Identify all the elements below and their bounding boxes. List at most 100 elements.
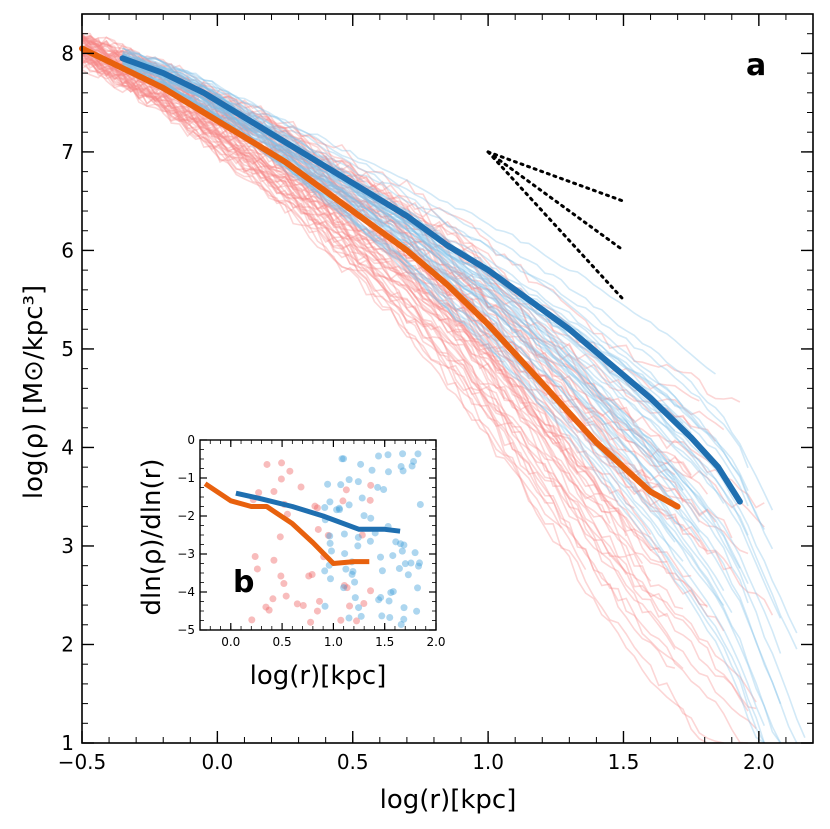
blue-scatter-point: [407, 559, 415, 567]
blue-scatter-point: [351, 594, 359, 602]
inset-ticks: 0.0 0.5 1.0 1.5 2.0 0 −1 −2 −3 −4 −5: [177, 433, 445, 649]
blue-scatter-point: [416, 559, 424, 567]
inset-y-tick-label: −3: [177, 547, 195, 561]
individual-profile-line: [81, 60, 749, 712]
orange-scatter-point: [367, 481, 375, 489]
individual-profile-line: [81, 52, 717, 523]
orange-median-line: [79, 45, 681, 510]
orange-scatter-point: [308, 571, 316, 579]
individual-profile-line: [122, 61, 782, 654]
blue-scatter-point: [354, 542, 362, 550]
orange-scatter-point: [360, 600, 368, 608]
main-y-axis-label: log(ρ) [M⊙/kpc³]: [19, 285, 49, 499]
blue-scatter-point: [351, 578, 359, 586]
individual-profile-line: [122, 66, 725, 606]
orange-scatter-point: [255, 489, 263, 497]
blue-scatter-point: [340, 530, 348, 538]
individual-profile-line: [122, 62, 725, 504]
inset-panel: 0.0 0.5 1.0 1.5 2.0 0 −1 −2 −3 −4 −5 b log(r)[kpc]…: [137, 433, 446, 691]
blue-scatter-point: [398, 547, 406, 555]
individual-profile-line: [81, 57, 506, 400]
individual-profile-line: [122, 64, 782, 619]
blue-scatter-point: [345, 501, 353, 509]
blue-scatter-point: [321, 504, 329, 512]
reference-slope-1: [486, 150, 625, 203]
orange-scatter-point: [342, 486, 350, 494]
individual-profile-line: [81, 53, 749, 744]
reference-slope-2: [486, 150, 625, 252]
orange-scatter-point: [277, 475, 285, 483]
individual-profile-line: [122, 47, 716, 375]
blue-scatter-point: [396, 540, 404, 548]
blue-scatter-point: [377, 553, 385, 561]
blue-scatter-point: [400, 541, 408, 549]
orange-scatter-point: [366, 496, 374, 504]
blue-scatter-point: [399, 450, 407, 458]
blue-scatter-point: [384, 451, 392, 459]
individual-profile-line: [81, 56, 611, 524]
inset-y-tick-label: −5: [177, 623, 195, 637]
blue-scatter-point: [324, 480, 332, 488]
individual-profile-line: [81, 63, 724, 744]
blue-scatter-point: [408, 462, 416, 470]
individual-profile-line: [122, 53, 749, 469]
individual-profile-line: [81, 36, 700, 402]
main-panel: −0.5 0.0 0.5 1.0 1.5 2.0 1 2 3 4 5 6 7 8 a log(r)[kpc…: [19, 13, 814, 815]
individual-profile-line: [122, 61, 765, 744]
orange-scatter-point: [262, 603, 270, 611]
blue-scatter-point: [335, 504, 343, 512]
individual-profile-line: [122, 59, 749, 536]
orange-scatter-point: [313, 504, 321, 512]
individual-profile-line: [81, 55, 554, 504]
blue-scatter-point: [355, 604, 363, 612]
y-tick-label: 5: [61, 337, 74, 361]
individual-profile-line: [122, 52, 684, 529]
blue-scatter-point: [414, 584, 422, 592]
inset-x-tick-label: 0.5: [273, 635, 292, 649]
reference-slope-lines: [486, 150, 625, 302]
blue-scatter-point: [340, 584, 348, 592]
orange-scatter-point: [265, 606, 273, 614]
blue-scatter-point: [395, 565, 403, 573]
blue-scatter-point: [378, 567, 386, 575]
inset-y-tick-label: −4: [177, 585, 195, 599]
inset-x-axis-label: log(r)[kpc]: [250, 661, 387, 691]
blue-scatter-point: [414, 450, 422, 458]
inset-median-slopes: [203, 481, 401, 566]
orange-scatter-point: [311, 502, 319, 510]
individual-profile-line: [122, 62, 684, 492]
y-tick-label: 6: [61, 238, 74, 262]
orange-scatter-point: [313, 607, 321, 615]
individual-profile-line: [81, 53, 708, 607]
orange-scatter-point: [277, 572, 285, 580]
orange-slope-line: [203, 481, 370, 566]
blue-median-line: [119, 55, 743, 505]
orange-scatter-point: [282, 592, 290, 600]
inset-x-tick-label: 0.0: [221, 635, 240, 649]
individual-profile-line: [81, 49, 652, 582]
x-tick-label: 0.5: [337, 750, 369, 774]
blue-scatter-point: [392, 538, 400, 546]
blue-scatter-point: [385, 597, 393, 605]
individual-profile-line: [122, 55, 684, 491]
blue-scatter-point: [378, 612, 386, 620]
individual-profile-line: [81, 48, 733, 539]
individual-profile-line: [81, 59, 757, 729]
main-x-axis-label: log(r)[kpc]: [380, 785, 517, 815]
individual-profile-line: [81, 57, 505, 363]
individual-profile-line: [81, 34, 521, 296]
orange-scatter-point: [297, 483, 305, 491]
individual-profile-line: [81, 38, 725, 632]
blue-scatter-point: [357, 612, 365, 620]
orange-scatter-point: [276, 533, 284, 541]
individual-profile-line: [81, 51, 659, 551]
inset-y-tick-label: 0: [187, 433, 195, 447]
orange-scatter-point: [251, 552, 259, 560]
blue-scatter-point: [357, 460, 365, 468]
individual-profile-line: [81, 41, 627, 537]
individual-profile-line: [81, 48, 603, 494]
individual-profile-line: [81, 32, 741, 403]
individual-profile-line: [81, 52, 627, 575]
blue-scatter-point: [399, 467, 407, 475]
